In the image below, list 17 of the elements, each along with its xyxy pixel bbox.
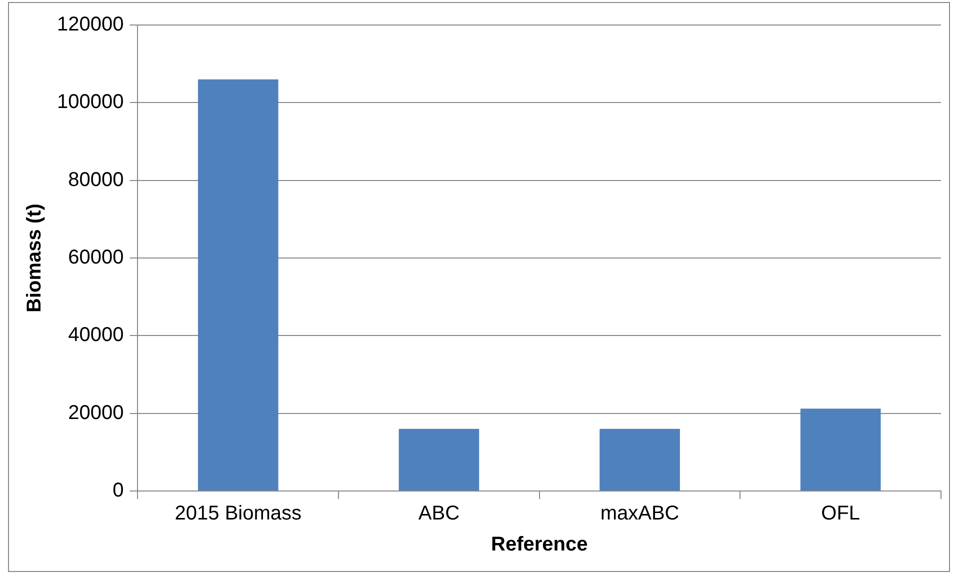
y-tick-label: 0 [112, 480, 124, 502]
y-tick-label: 40000 [68, 324, 124, 346]
bar [800, 408, 881, 490]
y-tick-label: 80000 [68, 168, 124, 191]
bar [198, 79, 278, 490]
bar [600, 428, 680, 490]
y-tick-label: 120000 [56, 14, 124, 36]
y-tick-label: 20000 [68, 402, 124, 424]
x-tick-label: maxABC [600, 502, 680, 525]
x-tick-label: OFL [821, 502, 860, 525]
x-tick-label: 2015 Biomass [174, 502, 302, 525]
y-tick-label: 60000 [68, 246, 124, 269]
y-tick-label: 100000 [56, 91, 124, 114]
x-tick-label: ABC [418, 502, 460, 525]
y-axis-title: Biomass (t) [24, 204, 46, 312]
bar [398, 428, 480, 490]
x-axis-title: Reference [491, 534, 588, 556]
